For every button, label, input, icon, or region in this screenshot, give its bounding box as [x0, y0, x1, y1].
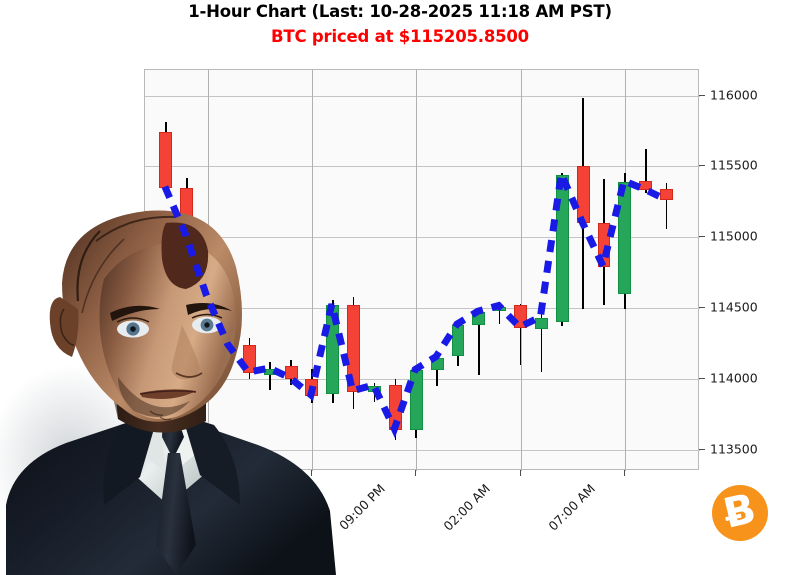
bitcoin-symbol-glyph: Ƀ [719, 484, 761, 538]
candle-body [368, 385, 381, 392]
candle-body [534, 317, 548, 330]
y-axis-tick [699, 307, 705, 309]
candle-body [514, 305, 528, 328]
candle-body [660, 189, 674, 201]
y-axis-tick-label: 114000 [710, 370, 758, 386]
candle-body [618, 181, 632, 294]
chart-subtitle-price: BTC priced at $115205.8500 [271, 27, 529, 46]
candle-body [639, 180, 653, 191]
candle-body [409, 370, 423, 430]
y-axis-tick-label: 115500 [710, 157, 758, 173]
candle-body [597, 223, 611, 267]
y-gridline [145, 95, 700, 97]
candle-body [451, 325, 465, 357]
y-axis-tick [699, 165, 705, 167]
y-axis-tick-label: 113500 [710, 441, 758, 457]
x-axis-tick [519, 470, 521, 476]
x-axis-tick-label: 02:00 AM [440, 481, 494, 534]
x-axis-tick [415, 470, 417, 476]
x-axis-tick [623, 470, 625, 476]
y-axis-tick-label: 115000 [710, 228, 758, 244]
candle-body [472, 312, 486, 326]
candle-body [576, 166, 590, 224]
x-axis-tick [310, 470, 312, 476]
candle-body [555, 174, 569, 323]
y-axis-tick-label: 114500 [710, 299, 758, 315]
y-gridline [145, 166, 700, 168]
candle-body [388, 384, 402, 430]
x-axis-tick-label: 07:00 AM [544, 481, 598, 534]
candle-body [493, 306, 507, 311]
candle-body [159, 132, 173, 188]
y-gridline [145, 449, 700, 451]
chart-title: 1-Hour Chart (Last: 10-28-2025 11:18 AM … [188, 2, 612, 21]
y-axis-tick [699, 94, 705, 96]
bitcoin-logo: Ƀ [712, 484, 768, 541]
y-axis-tick [699, 448, 705, 450]
x-gridline [520, 70, 522, 471]
y-axis-tick [699, 236, 705, 238]
candle-body [430, 357, 444, 371]
y-axis-tick [699, 377, 705, 379]
y-axis-tick-label: 116000 [710, 87, 758, 102]
android-businessman-illustration [0, 210, 336, 575]
